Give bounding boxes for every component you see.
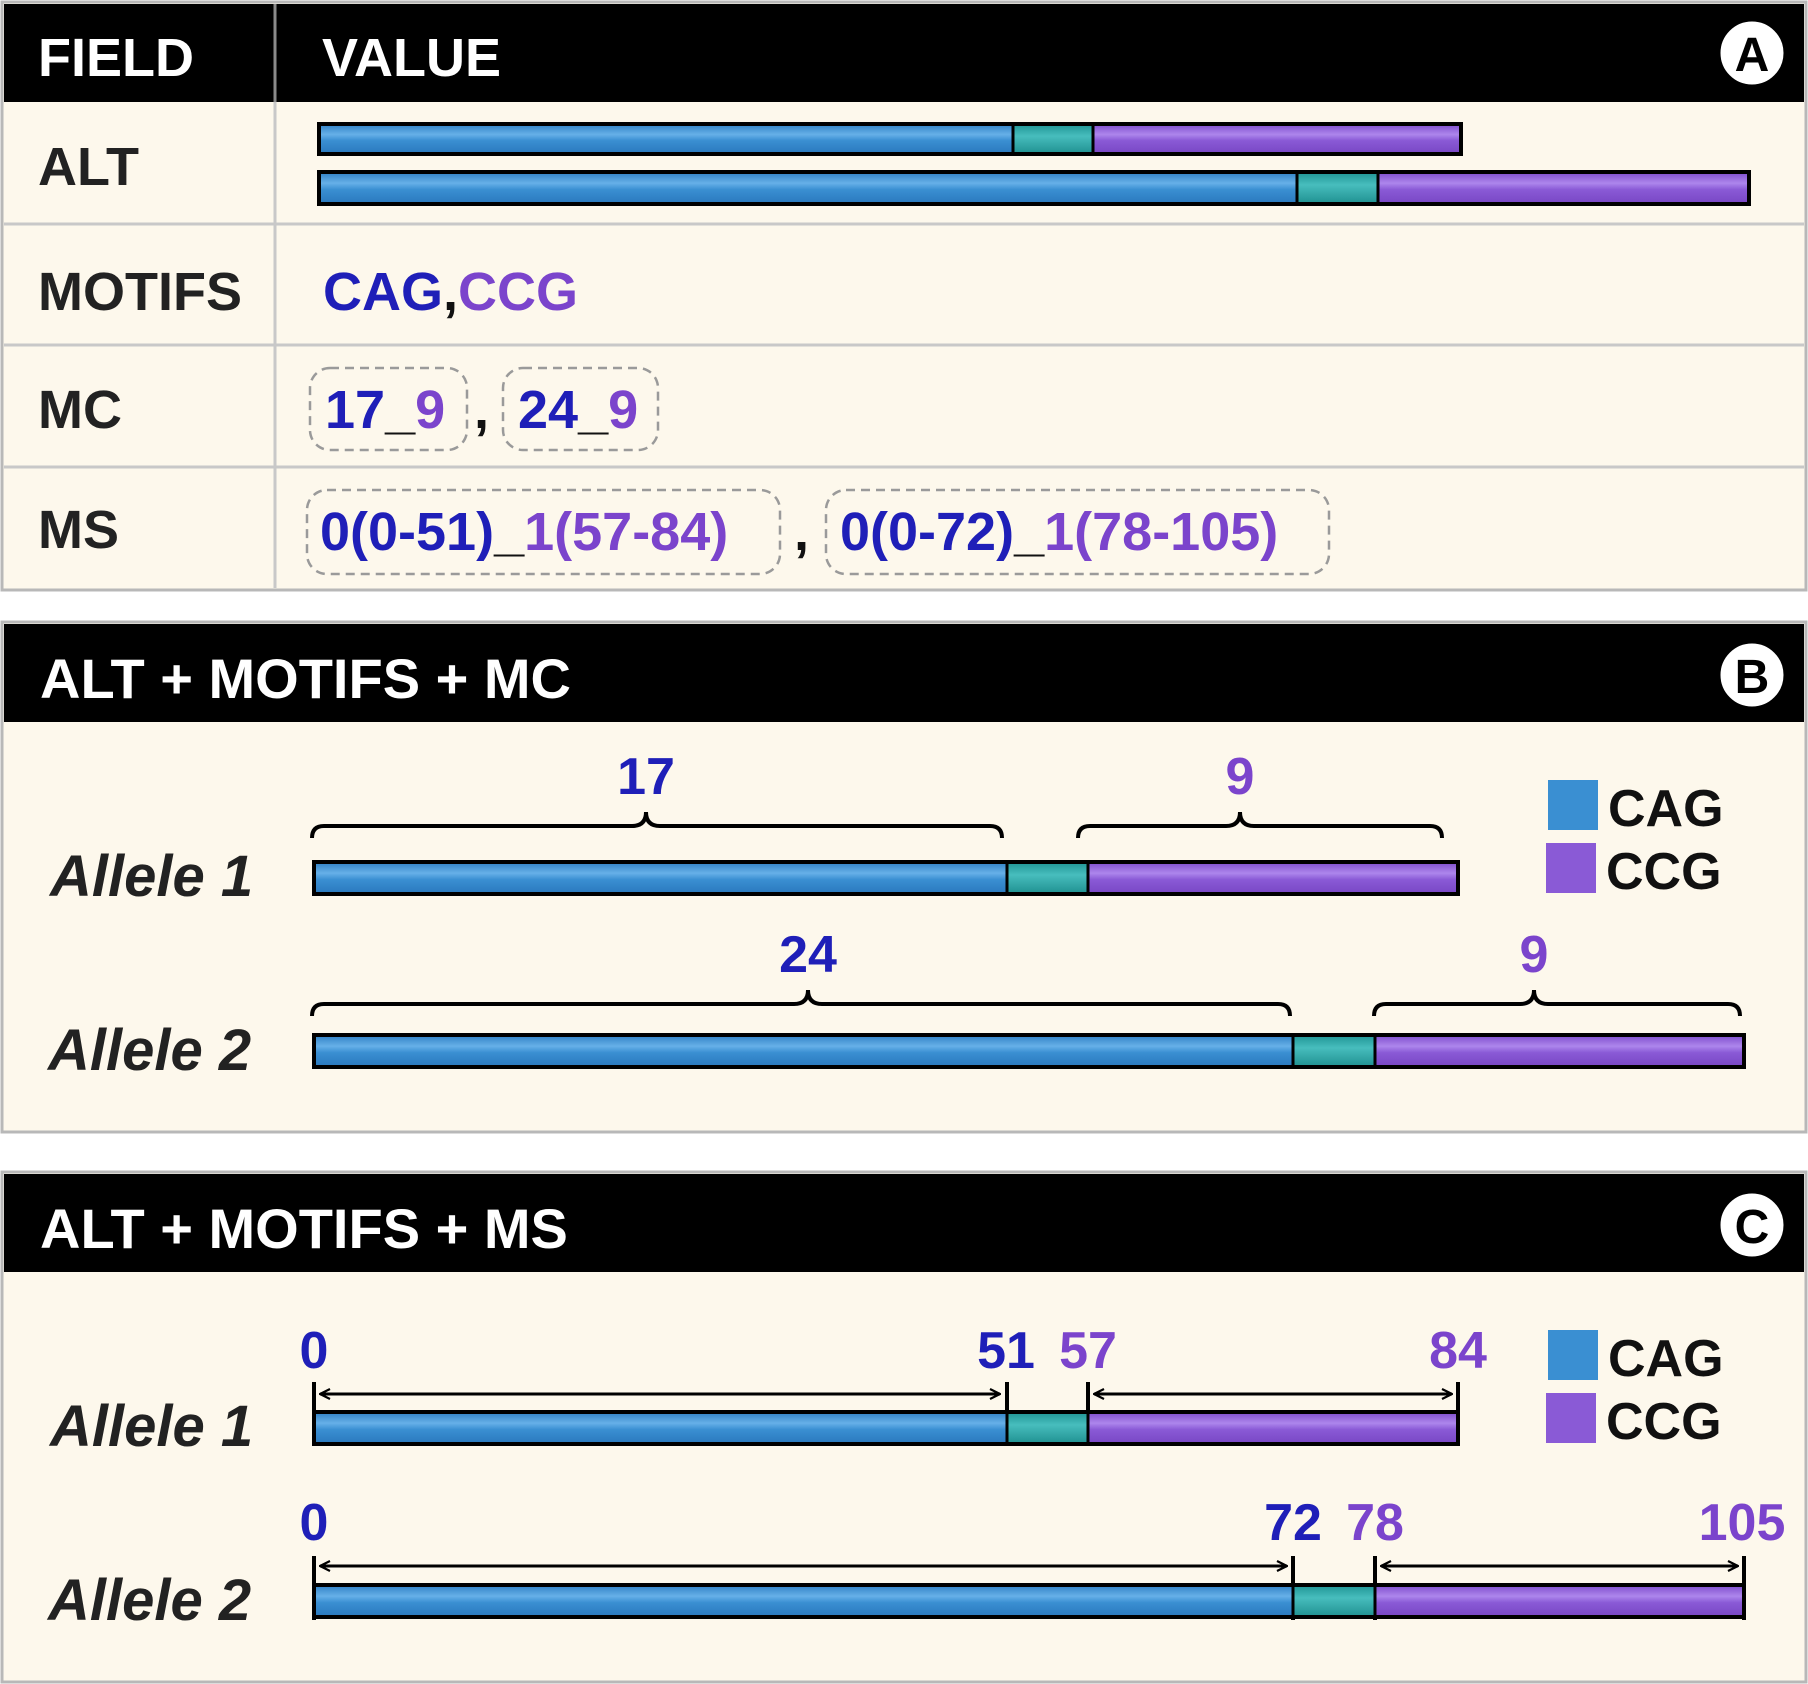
- ccg-count-label: 9: [1226, 748, 1255, 806]
- allele-1-bar: [312, 860, 1460, 896]
- mc-separator: ,: [474, 380, 489, 440]
- mc-allele-2: 24_9: [518, 380, 638, 440]
- badge-c-label: C: [1735, 1201, 1770, 1254]
- legend-cag: CAG: [1608, 780, 1724, 838]
- cag-count-brace: [310, 989, 1292, 1017]
- alt-allele-2-bar: [317, 170, 1751, 206]
- allele-2-label: Allele 2: [46, 1568, 251, 1633]
- ccg-swatch: [1546, 843, 1596, 893]
- ccg-end-label: 105: [1699, 1494, 1786, 1552]
- ccg-start-label: 78: [1346, 1494, 1404, 1552]
- ccg-segment: [1093, 124, 1461, 154]
- cag-end-label: 72: [1264, 1494, 1322, 1552]
- linker-segment: [1293, 1035, 1375, 1067]
- allele-1-label: Allele 1: [48, 1394, 253, 1459]
- legend-cag: CAG: [1608, 1330, 1724, 1388]
- cag-swatch: [1548, 780, 1598, 830]
- ccg-segment: [1088, 1412, 1458, 1444]
- row-label-motifs: MOTIFS: [38, 262, 242, 322]
- row-label-ms: MS: [38, 500, 119, 560]
- cag-segment: [314, 862, 1007, 894]
- cag-start-label: 0: [300, 1322, 329, 1380]
- ms-allele-2-box: [824, 488, 1331, 576]
- linker-segment: [1293, 1585, 1375, 1617]
- ms-allele-1: 0(0-51)_1(57-84): [320, 502, 728, 562]
- motif-cag: CAG: [323, 262, 443, 322]
- panel-b: ALT + MOTIFS + MC B Allele 1 17 9 Allele…: [0, 620, 1808, 1134]
- column-header-value: VALUE: [322, 28, 501, 88]
- row-label-mc: MC: [38, 380, 122, 440]
- panel-c-title: ALT + MOTIFS + MS: [40, 1197, 568, 1260]
- ccg-count-brace: [1076, 811, 1444, 839]
- cag-segment: [319, 172, 1297, 204]
- ccg-segment: [1378, 172, 1749, 204]
- ccg-count-brace: [1372, 989, 1742, 1017]
- legend-ccg: CCG: [1606, 843, 1722, 901]
- motifs-value: CAG,CCG: [323, 262, 578, 322]
- allele-2-bar: [312, 1033, 1746, 1069]
- ccg-count-label: 9: [1520, 926, 1549, 984]
- mc-allele-2-box: [501, 366, 660, 452]
- cag-start-label: 0: [300, 1494, 329, 1552]
- cag-segment: [314, 1035, 1293, 1067]
- cag-count-brace: [310, 811, 1004, 839]
- mc-allele-1-box: [308, 366, 469, 452]
- ccg-end-label: 84: [1429, 1322, 1487, 1380]
- legend-ccg: CCG: [1606, 1393, 1722, 1451]
- mc-allele-1: 17_9: [325, 380, 445, 440]
- ccg-segment: [1375, 1585, 1744, 1617]
- ms-allele-1-box: [305, 488, 782, 576]
- ccg-swatch: [1546, 1393, 1596, 1443]
- cag-segment: [314, 1412, 1007, 1444]
- panel-b-header: [4, 624, 1804, 722]
- allele-1-bar: [312, 1410, 1460, 1446]
- legend: CAG CCG: [1546, 1330, 1724, 1451]
- panel-a: FIELD VALUE A ALT MOTIFS MC MS: [0, 0, 1808, 592]
- badge-b: B: [1717, 640, 1787, 710]
- linker-segment: [1297, 172, 1378, 204]
- linker-segment: [1013, 124, 1093, 154]
- panel-b-title: ALT + MOTIFS + MC: [40, 647, 571, 710]
- cag-count-label: 17: [617, 748, 675, 806]
- ccg-start-label: 57: [1059, 1322, 1117, 1380]
- cag-segment: [319, 124, 1013, 154]
- ms-allele-2: 0(0-72)_1(78-105): [840, 502, 1278, 562]
- allele-2-bar: [312, 1583, 1746, 1619]
- alt-allele-1-bar: [317, 122, 1463, 156]
- row-label-alt: ALT: [38, 137, 139, 197]
- badge-c: C: [1717, 1190, 1787, 1260]
- cag-count-label: 24: [779, 926, 837, 984]
- ms-separator: ,: [794, 502, 809, 562]
- badge-a: A: [1717, 18, 1787, 88]
- panel-c: ALT + MOTIFS + MS C Allele 1 0 51 57 84 …: [0, 1170, 1808, 1684]
- ccg-segment: [1375, 1035, 1744, 1067]
- motif-ccg: CCG: [458, 262, 578, 322]
- cag-swatch: [1548, 1330, 1598, 1380]
- ccg-segment: [1088, 862, 1458, 894]
- allele-2-label: Allele 2: [46, 1018, 251, 1083]
- linker-segment: [1007, 1412, 1088, 1444]
- legend: CAG CCG: [1546, 780, 1724, 901]
- badge-b-label: B: [1735, 651, 1770, 704]
- panel-c-header: [4, 1174, 1804, 1272]
- cag-segment: [314, 1585, 1293, 1617]
- allele-1-label: Allele 1: [48, 844, 253, 909]
- badge-a-label: A: [1735, 29, 1770, 82]
- cag-end-label: 51: [977, 1322, 1035, 1380]
- linker-segment: [1007, 862, 1088, 894]
- column-header-field: FIELD: [38, 28, 194, 88]
- panel-a-header: [4, 4, 1804, 102]
- motif-separator: ,: [443, 262, 458, 322]
